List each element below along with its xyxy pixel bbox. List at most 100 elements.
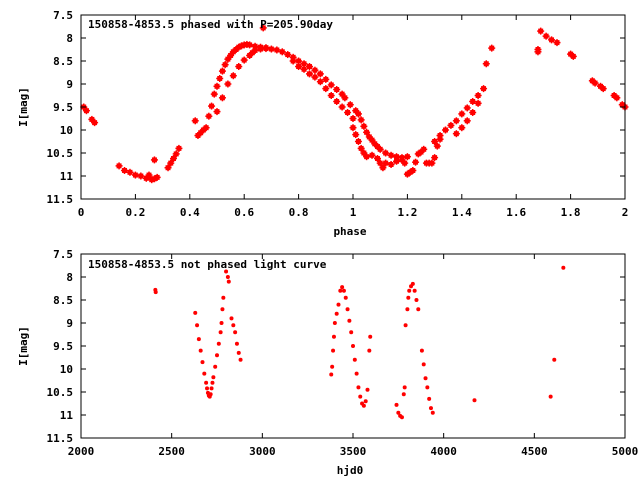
data-point <box>196 337 201 342</box>
data-point <box>333 86 341 94</box>
data-point <box>334 311 339 316</box>
phased-x-tick-label: 1.4 <box>452 206 472 219</box>
data-point <box>218 67 226 75</box>
data-point <box>215 353 219 358</box>
data-point <box>349 124 357 132</box>
data-point <box>379 164 387 172</box>
data-point <box>354 110 362 118</box>
unphased-chart: 2000 2500 3000 3500 4000 4500 5000 7.5 8 8.5 9 9.5… <box>17 248 638 477</box>
data-point <box>436 132 444 140</box>
data-point <box>402 385 407 390</box>
data-point <box>300 65 308 73</box>
data-point <box>472 398 477 403</box>
data-point <box>262 44 270 52</box>
data-point <box>208 392 213 397</box>
unphased-y-tick-label: 9 <box>66 317 73 330</box>
data-point <box>361 403 366 408</box>
phased-x-tick-label: 2 <box>622 206 629 219</box>
data-point <box>458 124 466 132</box>
phased-x-tick-label: 0 <box>78 206 85 219</box>
phased-x-tick-label: 0.2 <box>125 206 145 219</box>
data-point <box>548 36 556 44</box>
data-point <box>368 136 376 144</box>
phased-x-tick-label: 0.4 <box>180 206 200 219</box>
data-point <box>387 161 395 168</box>
data-point <box>153 290 158 295</box>
data-point <box>423 376 428 381</box>
data-point <box>229 316 234 321</box>
data-point <box>409 166 417 174</box>
data-point <box>305 70 313 78</box>
data-point <box>469 97 477 105</box>
unphased-x-tick-label: 2000 <box>68 445 95 458</box>
unphased-x-tick-label: 3000 <box>249 445 276 458</box>
data-point <box>234 341 239 346</box>
data-point <box>332 321 337 325</box>
unphased-y-axis-label: I[mag] <box>17 326 30 366</box>
data-point <box>273 46 281 54</box>
phased-plot-points <box>80 24 629 184</box>
data-point <box>191 117 199 125</box>
data-point <box>209 386 214 391</box>
data-point <box>428 406 433 411</box>
data-point <box>131 171 139 179</box>
phased-x-axis-label: phase <box>333 225 366 238</box>
data-point <box>463 117 471 125</box>
data-point <box>284 51 292 59</box>
phased-y-tick-label: 11.5 <box>47 193 74 206</box>
data-point <box>367 348 372 353</box>
phased-x-tick-label: 0.6 <box>234 206 254 219</box>
data-point <box>235 63 243 71</box>
data-point <box>205 386 210 391</box>
data-point <box>428 159 436 167</box>
data-point <box>259 24 267 32</box>
unphased-plot-points <box>153 265 566 420</box>
data-point <box>599 85 607 93</box>
unphased-chart-title: 150858-4853.5 not phased light curve <box>88 258 327 271</box>
phased-y-tick-label: 9 <box>66 78 73 91</box>
data-point <box>221 61 229 69</box>
data-point <box>329 372 334 377</box>
unphased-x-axis-label: hjd0 <box>337 464 364 477</box>
data-point <box>153 173 161 181</box>
data-point <box>341 94 349 102</box>
data-point <box>382 159 390 167</box>
data-point <box>278 48 286 56</box>
phased-y-tick-label: 7.5 <box>53 9 73 22</box>
data-point <box>537 27 545 35</box>
data-point <box>229 72 237 80</box>
data-point <box>360 122 368 130</box>
data-point <box>208 102 216 110</box>
data-point <box>216 341 221 346</box>
data-point <box>365 387 370 392</box>
data-point <box>150 156 158 164</box>
data-point <box>345 307 350 312</box>
data-point <box>305 63 313 71</box>
data-point <box>224 80 232 88</box>
data-point <box>394 402 399 407</box>
data-point <box>316 78 324 86</box>
data-point <box>226 279 231 284</box>
unphased-x-ticks: 2000 2500 3000 3500 4000 4500 5000 <box>68 254 638 458</box>
data-point <box>202 371 207 376</box>
data-point <box>213 364 218 369</box>
data-point <box>368 334 373 339</box>
data-point <box>218 330 223 335</box>
data-point <box>387 151 395 159</box>
phased-y-axis-label: I[mag] <box>17 87 30 127</box>
data-point <box>469 109 477 117</box>
data-point <box>233 330 238 335</box>
data-point <box>410 281 415 286</box>
unphased-y-tick-label: 8 <box>66 271 73 284</box>
data-point <box>474 92 482 99</box>
data-point <box>373 155 381 163</box>
data-point <box>267 45 275 53</box>
data-point <box>347 318 352 323</box>
data-point <box>338 90 346 98</box>
data-point <box>416 307 421 312</box>
data-point <box>211 375 216 380</box>
data-point <box>213 82 221 90</box>
data-point <box>221 295 226 300</box>
data-point <box>137 172 145 180</box>
data-point <box>447 121 455 129</box>
